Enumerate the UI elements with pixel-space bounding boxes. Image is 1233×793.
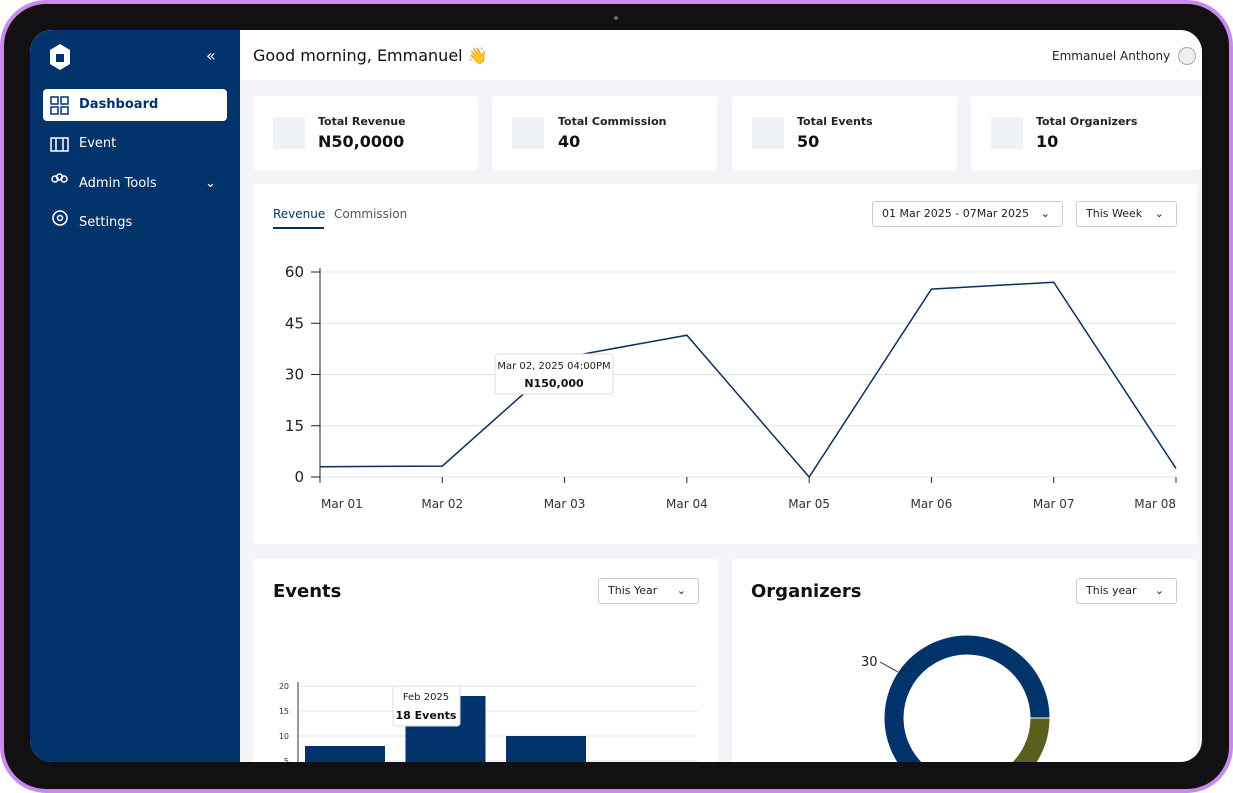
y-tick-label: 15 <box>285 417 304 435</box>
donut-slice <box>1011 717 1051 762</box>
user-name[interactable]: Emmanuel Anthony <box>1052 49 1171 63</box>
stat-label: Total Commission <box>558 115 667 128</box>
y-tick-label: 15 <box>279 707 289 716</box>
y-tick-label: 45 <box>285 314 304 332</box>
y-tick-label: 60 <box>285 263 304 281</box>
tooltip <box>494 353 614 395</box>
nav-icons <box>50 96 69 226</box>
bar <box>506 736 586 762</box>
logo <box>50 44 70 70</box>
x-tick-label: Mar 07 <box>1033 497 1075 511</box>
stat-icon <box>991 117 1023 149</box>
nav-label: Admin Tools <box>79 176 157 191</box>
tooltip-value: N150,000 <box>524 377 584 390</box>
dropdown-label: This Year <box>608 584 658 597</box>
x-tick-label: Mar 01 <box>321 497 363 511</box>
y-tick-label: 10 <box>279 732 289 741</box>
bar <box>305 746 385 762</box>
card-title: Organizers <box>751 581 862 602</box>
dropdown-label: This Week <box>1086 207 1143 220</box>
stat-label: Total Revenue <box>318 115 406 128</box>
tooltip-date: Mar 02, 2025 04:00PM <box>497 361 610 372</box>
nav-label: Dashboard <box>79 97 159 112</box>
stat-value: N50,0000 <box>318 132 405 151</box>
tab-underline <box>273 227 324 229</box>
x-tick-label: Mar 02 <box>421 497 463 511</box>
nav-label: Event <box>79 136 117 151</box>
nav-item[interactable]: Settings <box>43 207 227 239</box>
stat-icon <box>752 117 784 149</box>
stat-label: Total Events <box>797 115 873 128</box>
stat-value: 10 <box>1036 132 1059 151</box>
y-tick-label: 30 <box>285 366 304 384</box>
camera <box>614 16 618 20</box>
x-tick-label: Mar 08 <box>1134 497 1176 511</box>
date-dropdown[interactable]: 01 Mar 2025 - 07Mar 2025 ⌄ <box>872 201 1063 227</box>
stat-value: 50 <box>797 132 820 151</box>
y-tick-label: 5 <box>284 757 289 762</box>
x-tick-label: Mar 05 <box>788 497 830 511</box>
data-label: 30 <box>861 655 878 670</box>
nav-label: Settings <box>79 215 133 230</box>
stat-label: Total Organizers <box>1036 115 1138 128</box>
events-dropdown[interactable]: This Year ⌄ <box>598 578 699 604</box>
tab[interactable]: Commission <box>334 207 408 221</box>
nav-item[interactable]: Admin Tools ⌄ <box>43 168 227 200</box>
greeting: Good morning, Emmanuel 👋 <box>253 46 488 65</box>
stat-value: 40 <box>558 132 581 151</box>
y-tick-label: 20 <box>279 682 289 691</box>
x-tick-label: Mar 04 <box>666 497 708 511</box>
line-series <box>319 281 1177 479</box>
avatar[interactable] <box>1178 47 1196 65</box>
nav-item[interactable]: Dashboard <box>43 89 227 121</box>
revenue-card <box>253 184 1197 544</box>
nav-item[interactable]: Event <box>43 128 227 160</box>
tooltip <box>392 685 461 727</box>
collapse-button[interactable]: « <box>206 46 216 65</box>
x-tick-label: Mar 03 <box>544 497 586 511</box>
organizers-dropdown[interactable]: This year ⌄ <box>1076 578 1177 604</box>
stat-icon <box>512 117 544 149</box>
y-tick-label: 0 <box>294 468 304 486</box>
label-leader <box>879 661 899 673</box>
period-dropdown[interactable]: This Week ⌄ <box>1076 201 1177 227</box>
dropdown-label: 01 Mar 2025 - 07Mar 2025 <box>882 207 1029 220</box>
stat-icon <box>273 117 305 149</box>
donut-slice <box>883 634 1051 762</box>
screen: Good morning, Emmanuel 👋 Emmanuel Anthon… <box>30 30 1202 762</box>
sidebar: « Dashboard Event Admin Tools ⌄ Settings <box>30 30 240 762</box>
tooltip-date: Feb 2025 <box>403 692 449 703</box>
card-title: Events <box>273 581 342 602</box>
x-tick-label: Mar 06 <box>911 497 953 511</box>
charts: 0 15 30 45 60 Mar 01 Mar 02 Mar 03 Mar 04 Mar 05 M… <box>279 263 1177 762</box>
tab-active[interactable]: Revenue <box>273 207 326 221</box>
tooltip-value: 18 Events <box>396 709 457 722</box>
dropdown-label: This year <box>1086 584 1137 597</box>
